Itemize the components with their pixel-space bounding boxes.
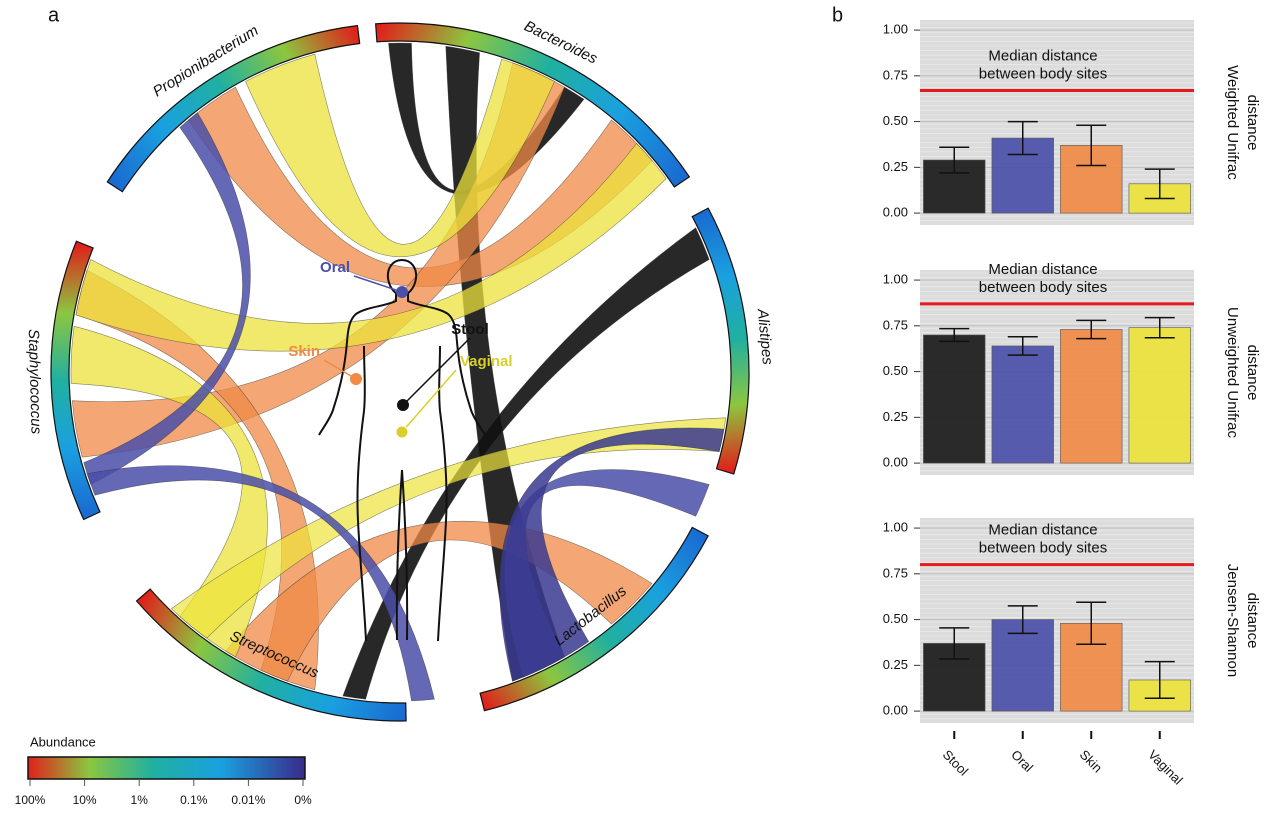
y-axis-label: Jensen-Shannon <box>1224 564 1241 677</box>
site-label: Oral <box>320 259 350 276</box>
y-axis-label: Unweighted Unifrac <box>1224 307 1241 438</box>
legend-tick-label: 1% <box>131 793 149 807</box>
color-bar <box>28 757 305 779</box>
x-tick-label: Vaginal <box>1145 747 1186 788</box>
chord <box>189 87 653 287</box>
y-tick-label: 0.25 <box>883 657 908 672</box>
y-tick-label: 0.25 <box>883 409 908 424</box>
site-dot <box>396 286 408 298</box>
y-axis-label: distance <box>1244 95 1261 151</box>
chord-ribbons <box>71 43 726 701</box>
genus-label: Alistipes <box>754 307 776 366</box>
annotation: Median distance <box>988 47 1097 64</box>
x-tick-label: Oral <box>1008 747 1036 775</box>
panel-label: b <box>832 4 843 26</box>
figure: a b Oral Stool Skin Vaginal Abundance 100% 1… <box>0 0 1265 814</box>
annotation: Median distance <box>988 522 1097 539</box>
site-label: Vaginal <box>460 353 513 370</box>
y-tick-label: 0.00 <box>883 703 908 718</box>
y-tick-label: 0.75 <box>883 67 908 82</box>
y-tick-label: 1.00 <box>883 22 908 37</box>
x-tick-label: Stool <box>940 747 972 779</box>
legend-tick-label: 10% <box>73 793 97 807</box>
site-dot <box>397 399 409 411</box>
legend-tick-label: 100% <box>15 793 46 807</box>
site-dot <box>396 426 408 438</box>
legend-tick-label: 0% <box>294 793 312 807</box>
annotation: between body sites <box>979 540 1107 557</box>
genus-label: Staphylococcus <box>25 329 45 435</box>
annotation: between body sites <box>979 279 1107 296</box>
y-tick-label: 0.75 <box>883 317 908 332</box>
y-tick-label: 1.00 <box>883 272 908 287</box>
y-tick-label: 0.00 <box>883 455 908 470</box>
site-label: Stool <box>451 321 489 338</box>
site-dot <box>350 373 362 385</box>
y-tick-label: 0.50 <box>883 363 908 378</box>
abundance-legend: Abundance 100% 10% 1% 0.1% 0.01% 0% <box>15 734 312 807</box>
legend-title: Abundance <box>30 734 96 749</box>
annotation: between body sites <box>979 65 1107 82</box>
y-axis-label: distance <box>1244 593 1261 649</box>
y-tick-label: 0.50 <box>883 611 908 626</box>
legend-tick-label: 0.01% <box>231 793 265 807</box>
y-tick-label: 0.75 <box>883 565 908 580</box>
y-tick-label: 0.00 <box>883 205 908 220</box>
legend-tick-label: 0.1% <box>180 793 208 807</box>
y-axis-label: Weighted Unifrac <box>1224 65 1241 180</box>
bar <box>1129 328 1191 463</box>
y-axis-label: distance <box>1244 345 1261 401</box>
y-tick-label: 0.25 <box>883 159 908 174</box>
annotation: Median distance <box>988 261 1097 278</box>
bar <box>1060 329 1122 463</box>
panel-label: a <box>48 4 60 26</box>
site-label: Skin <box>288 343 320 360</box>
bar <box>992 346 1054 463</box>
y-tick-label: 1.00 <box>883 520 908 535</box>
y-tick-label: 0.50 <box>883 113 908 128</box>
bar <box>923 335 985 463</box>
x-tick-label: Skin <box>1077 747 1105 775</box>
